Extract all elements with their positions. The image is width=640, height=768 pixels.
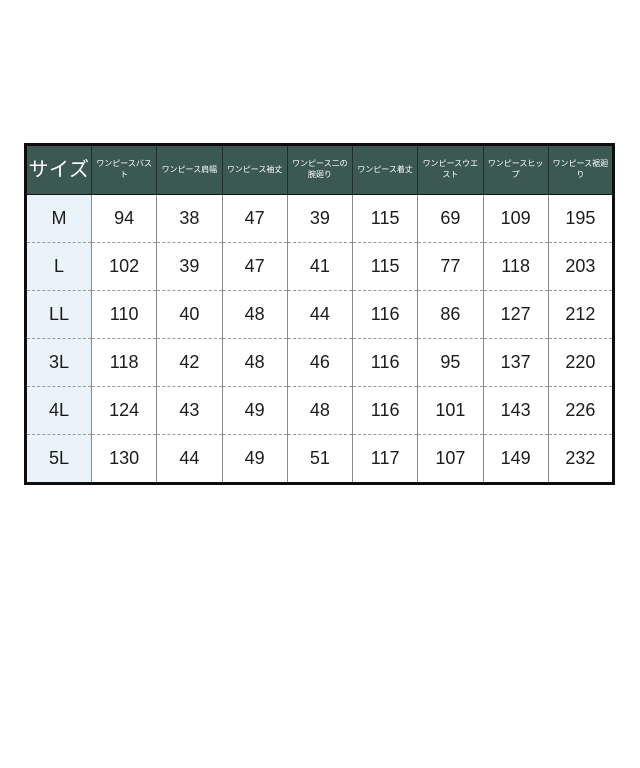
cell-hem: 212	[547, 290, 614, 339]
cell-body-length: 116	[351, 290, 418, 339]
header-row: サイズ ワンピースバスト ワンピース肩幅 ワンピース袖丈 ワンピース二の腕廻り …	[25, 144, 614, 195]
size-label: 5L	[25, 434, 92, 484]
table-row-l: L 102 39 47 41 115 77 118 203	[25, 242, 614, 291]
cell-hip: 149	[482, 434, 549, 484]
cell-upper-arm: 48	[286, 386, 353, 435]
cell-upper-arm: 41	[286, 242, 353, 291]
cell-hem: 232	[547, 434, 614, 484]
cell-hem: 220	[547, 338, 614, 387]
cell-bust: 124	[90, 386, 157, 435]
cell-hem: 195	[547, 194, 614, 243]
cell-sleeve-length: 49	[221, 386, 288, 435]
cell-sleeve-length: 48	[221, 338, 288, 387]
cell-hem: 203	[547, 242, 614, 291]
header-waist: ワンピースウエスト	[417, 144, 483, 195]
cell-sleeve-length: 47	[221, 242, 288, 291]
cell-shoulder-width: 39	[156, 242, 222, 291]
cell-upper-arm: 39	[286, 194, 353, 243]
cell-bust: 102	[90, 242, 157, 291]
cell-waist: 86	[417, 290, 483, 339]
header-shoulder-width: ワンピース肩幅	[156, 144, 222, 195]
cell-hip: 118	[482, 242, 549, 291]
header-body-length: ワンピース着丈	[351, 144, 418, 195]
size-chart-table: サイズ ワンピースバスト ワンピース肩幅 ワンピース袖丈 ワンピース二の腕廻り …	[24, 143, 615, 485]
table-row-3l: 3L 118 42 48 46 116 95 137 220	[25, 338, 614, 387]
cell-hip: 143	[482, 386, 549, 435]
size-label: L	[25, 242, 92, 291]
cell-waist: 107	[417, 434, 483, 484]
cell-body-length: 117	[351, 434, 418, 484]
size-label: 4L	[25, 386, 92, 435]
cell-shoulder-width: 40	[156, 290, 222, 339]
cell-body-length: 115	[351, 242, 418, 291]
header-hem: ワンピース裾廻り	[547, 144, 614, 195]
header-hip: ワンピースヒップ	[482, 144, 549, 195]
cell-sleeve-length: 48	[221, 290, 288, 339]
cell-hip: 137	[482, 338, 549, 387]
cell-sleeve-length: 47	[221, 194, 288, 243]
size-label: M	[25, 194, 92, 243]
cell-bust: 130	[90, 434, 157, 484]
cell-body-length: 116	[351, 338, 418, 387]
cell-sleeve-length: 49	[221, 434, 288, 484]
cell-upper-arm: 46	[286, 338, 353, 387]
table-row-4l: 4L 124 43 49 48 116 101 143 226	[25, 386, 614, 435]
table-row-ll: LL 110 40 48 44 116 86 127 212	[25, 290, 614, 339]
table-row-m: M 94 38 47 39 115 69 109 195	[25, 194, 614, 243]
header-upper-arm: ワンピース二の腕廻り	[286, 144, 353, 195]
size-label: LL	[25, 290, 92, 339]
cell-body-length: 115	[351, 194, 418, 243]
cell-shoulder-width: 42	[156, 338, 222, 387]
cell-upper-arm: 51	[286, 434, 353, 484]
cell-hip: 109	[482, 194, 549, 243]
cell-bust: 118	[90, 338, 157, 387]
header-bust: ワンピースバスト	[90, 144, 157, 195]
header-sleeve-length: ワンピース袖丈	[221, 144, 288, 195]
cell-waist: 77	[417, 242, 483, 291]
cell-bust: 110	[90, 290, 157, 339]
cell-waist: 101	[417, 386, 483, 435]
cell-shoulder-width: 44	[156, 434, 222, 484]
table-row-5l: 5L 130 44 49 51 117 107 149 232	[25, 434, 614, 484]
cell-hip: 127	[482, 290, 549, 339]
cell-shoulder-width: 43	[156, 386, 222, 435]
cell-waist: 95	[417, 338, 483, 387]
cell-body-length: 116	[351, 386, 418, 435]
cell-bust: 94	[90, 194, 157, 243]
header-size: サイズ	[25, 144, 92, 195]
cell-shoulder-width: 38	[156, 194, 222, 243]
cell-hem: 226	[547, 386, 614, 435]
cell-upper-arm: 44	[286, 290, 353, 339]
cell-waist: 69	[417, 194, 483, 243]
size-label: 3L	[25, 338, 92, 387]
